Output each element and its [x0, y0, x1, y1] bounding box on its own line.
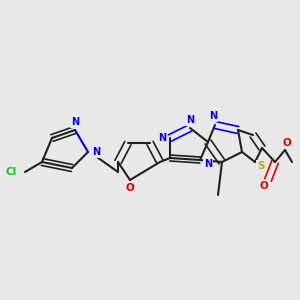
Text: N: N — [158, 133, 166, 143]
Text: Cl: Cl — [6, 167, 17, 177]
Text: O: O — [283, 138, 291, 148]
Text: O: O — [260, 181, 268, 191]
Text: N: N — [209, 111, 217, 121]
Text: N: N — [92, 147, 100, 157]
Text: N: N — [186, 115, 194, 125]
Text: S: S — [257, 161, 265, 171]
Text: N: N — [204, 159, 212, 169]
Text: N: N — [71, 117, 79, 127]
Text: O: O — [126, 183, 134, 193]
